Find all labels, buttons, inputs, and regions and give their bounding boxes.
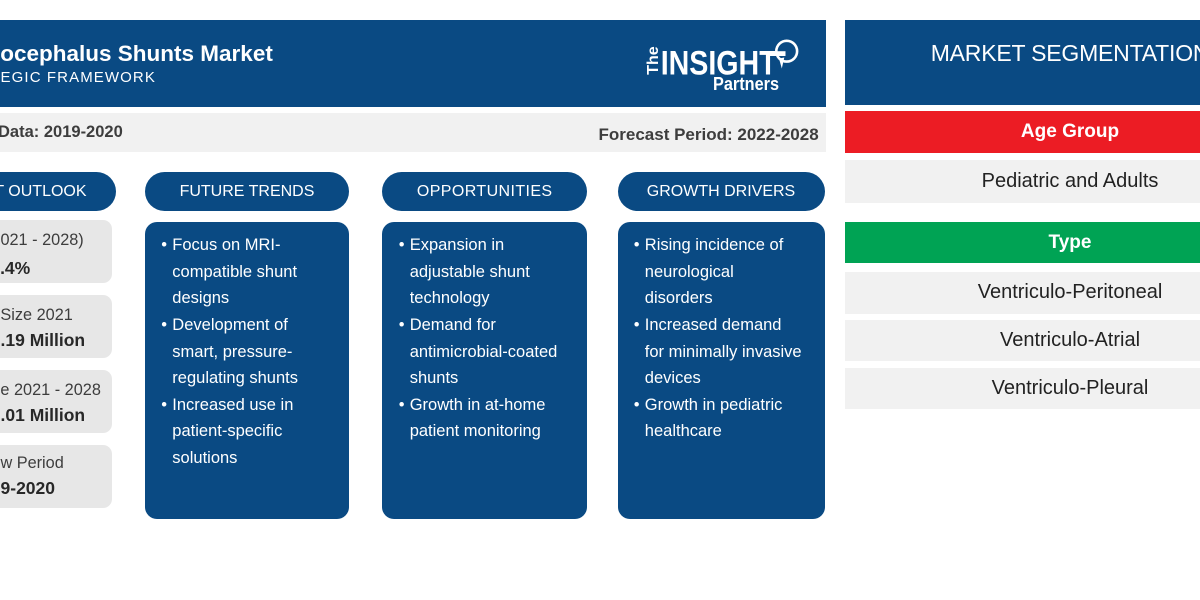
svg-text:The: The [645, 46, 662, 75]
svg-text:INSIGHT: INSIGHT [661, 45, 777, 83]
svg-text:Partners: Partners [713, 73, 779, 94]
